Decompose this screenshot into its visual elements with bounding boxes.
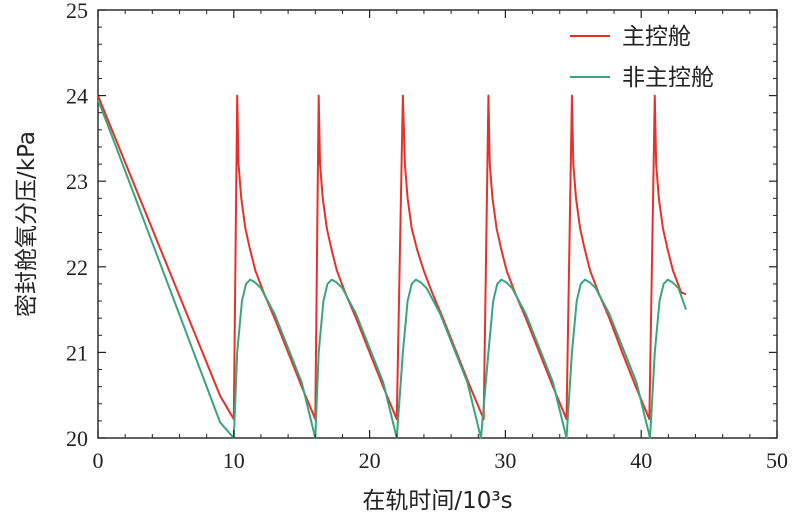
legend-label-main-cabin: 主控舱 — [622, 24, 691, 50]
y-tick-label: 25 — [66, 0, 88, 23]
y-tick-label: 20 — [66, 426, 88, 451]
x-tick-label: 20 — [359, 448, 381, 473]
legend-label-non-main-cabin: 非主控舱 — [622, 65, 714, 91]
ticks-group: 0 10 20 30 40 50 20 21 22 23 24 25 — [66, 0, 788, 473]
main-cabin-series-line — [97, 94, 687, 421]
x-tick-label: 0 — [93, 448, 104, 473]
x-tick-label: 10 — [223, 448, 245, 473]
non-main-cabin-series-line — [97, 99, 687, 439]
y-tick-label: 22 — [66, 255, 88, 280]
x-tick-label: 50 — [766, 448, 788, 473]
legend: 主控舱 非主控舱 — [570, 24, 714, 91]
y-axis-title: 密封舱氧分压/kPa — [14, 131, 40, 317]
x-tick-label: 30 — [494, 448, 516, 473]
plot-area — [97, 9, 778, 439]
y-tick-label: 24 — [66, 84, 88, 109]
series-group — [97, 94, 687, 439]
x-tick-label: 40 — [630, 448, 652, 473]
x-axis-title: 在轨时间/10³s — [362, 488, 512, 514]
plot-frame — [97, 9, 778, 439]
y-tick-label: 23 — [66, 169, 88, 194]
y-tick-label: 21 — [66, 340, 88, 365]
